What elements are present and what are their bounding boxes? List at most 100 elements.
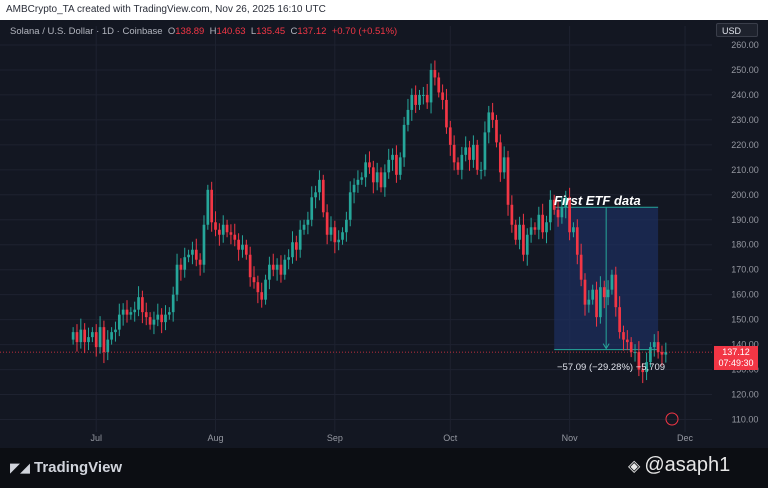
symbol-name: Solana / U.S. Dollar · 1D · Coinbase (10, 26, 163, 37)
x-tick-label: Sep (327, 433, 343, 443)
candle-body (364, 162, 367, 178)
y-tick-label: 190.00 (731, 215, 759, 225)
candle-body (106, 339, 110, 353)
candle-body (229, 232, 233, 235)
y-tick-label: 260.00 (731, 40, 759, 50)
x-tick-label: Oct (443, 433, 458, 443)
candle-body (318, 179, 321, 193)
candle-body (483, 132, 487, 170)
candle-body (510, 204, 514, 225)
candle-body (498, 142, 502, 173)
candle-body (495, 119, 498, 143)
candle-body (314, 192, 317, 198)
candle-body (144, 312, 148, 318)
candle-body (329, 227, 333, 235)
candle-body (395, 154, 398, 175)
close-label: C (290, 26, 298, 37)
candle-body (152, 319, 156, 325)
low-value: 135.45 (256, 26, 286, 37)
last-price-tag: 137.12 07:49:30 (714, 346, 758, 370)
candle-body (98, 327, 102, 348)
y-tick-label: 220.00 (731, 140, 759, 150)
candle-body (568, 197, 571, 233)
candle-body (294, 242, 298, 250)
candle-body (379, 172, 383, 188)
footer: ◤◢ TradingView ◈ @asaph1 (0, 448, 768, 488)
currency-selector[interactable]: USD (716, 23, 758, 37)
y-tick-label: 240.00 (731, 90, 759, 100)
y-tick-label: 230.00 (731, 115, 759, 125)
tradingview-logo[interactable]: ◤◢ TradingView (10, 459, 122, 476)
low-label: L (250, 26, 257, 37)
candle-body (583, 279, 587, 305)
last-price: 137.12 (722, 347, 750, 357)
measure-label: −57.09 (−29.28%) −5,709 (557, 362, 666, 373)
candle-body (206, 189, 210, 225)
candle-body (614, 274, 618, 308)
candle-body (291, 242, 294, 258)
candle-body (287, 257, 290, 260)
candle-body (575, 227, 579, 255)
candle-body (602, 287, 606, 298)
candle-body (83, 329, 87, 343)
candle-body (244, 244, 248, 255)
candle-body (422, 94, 425, 96)
candle-body (198, 259, 202, 265)
candle-body (268, 264, 271, 280)
candle-body (337, 239, 341, 243)
candle-body (418, 94, 421, 105)
candle-body (406, 109, 410, 125)
y-tick-label: 120.00 (731, 390, 759, 400)
candle-body (275, 264, 279, 270)
candle-body (283, 259, 287, 275)
candle-body (167, 312, 171, 315)
candle-body (110, 332, 113, 340)
measure-arrow-head (602, 343, 610, 350)
candle-body (237, 239, 240, 250)
candle-body (572, 227, 575, 233)
candle-body (94, 332, 98, 348)
candle-body (256, 282, 260, 293)
candlestick-chart[interactable]: 110.00120.00130.00140.00150.00160.00170.… (0, 0, 768, 448)
candle-body (345, 219, 348, 233)
candle-body (391, 154, 394, 160)
candle-body (564, 197, 568, 208)
candle-body (429, 69, 433, 103)
candle-body (622, 332, 625, 340)
candle-body (325, 212, 329, 235)
attribution-bar: AMBCrypto_TA created with TradingView.co… (0, 0, 768, 20)
candle-body (537, 214, 541, 230)
candle-body (387, 159, 391, 173)
candle-body (371, 167, 375, 183)
candle-body (460, 154, 464, 170)
candle-body (333, 227, 337, 243)
candle-body (91, 332, 94, 338)
candle-body (525, 234, 529, 255)
binance-diamond-icon: ◈ (628, 458, 641, 475)
candle-body (137, 297, 140, 310)
candle-body (298, 229, 302, 250)
candle-body (75, 332, 79, 343)
candle-body (425, 94, 429, 103)
candle-body (133, 309, 137, 313)
candle-body (445, 99, 448, 128)
close-value: 137.12 (297, 26, 327, 37)
candle-body (210, 189, 214, 223)
candle-body (360, 177, 364, 180)
y-tick-label: 150.00 (731, 315, 759, 325)
candle-body (414, 94, 418, 105)
y-tick-label: 160.00 (731, 290, 759, 300)
author-name: @asaph1 (644, 454, 731, 476)
y-tick-label: 140.00 (731, 340, 759, 350)
candle-body (114, 329, 117, 333)
candle-body (591, 289, 595, 300)
candle-body (191, 249, 194, 255)
candle-body (171, 294, 175, 313)
candle-body (321, 179, 325, 213)
candle-body (641, 369, 645, 373)
x-tick-label: Aug (208, 433, 224, 443)
candle-body (441, 92, 444, 100)
candle-body (522, 224, 525, 255)
y-tick-label: 110.00 (732, 415, 759, 425)
candle-body (148, 317, 152, 325)
